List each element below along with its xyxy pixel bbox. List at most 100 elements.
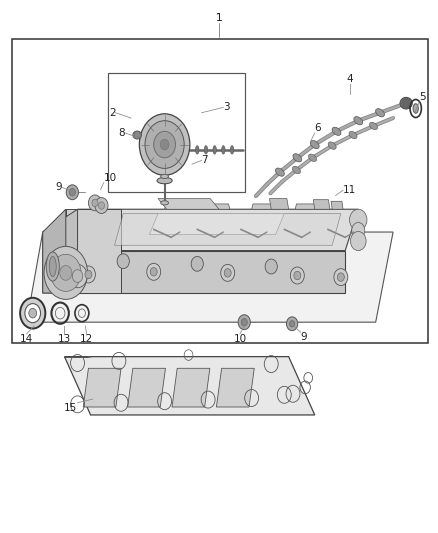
Ellipse shape <box>29 309 37 318</box>
Polygon shape <box>313 200 330 209</box>
Polygon shape <box>66 209 121 293</box>
Circle shape <box>134 131 140 139</box>
Polygon shape <box>43 209 66 293</box>
Circle shape <box>72 270 83 282</box>
Circle shape <box>139 114 190 175</box>
Text: 2: 2 <box>109 108 116 118</box>
Ellipse shape <box>161 201 169 205</box>
Ellipse shape <box>400 98 412 109</box>
Text: 10: 10 <box>104 173 117 183</box>
Polygon shape <box>27 232 393 322</box>
Text: 9: 9 <box>301 332 307 342</box>
Circle shape <box>88 195 102 211</box>
Circle shape <box>350 209 367 230</box>
Polygon shape <box>216 368 254 407</box>
Polygon shape <box>208 204 230 209</box>
Ellipse shape <box>49 256 56 277</box>
Circle shape <box>350 231 366 251</box>
Ellipse shape <box>157 177 172 184</box>
Polygon shape <box>165 204 186 209</box>
Circle shape <box>241 318 247 326</box>
Ellipse shape <box>204 146 208 154</box>
Text: 6: 6 <box>315 123 321 133</box>
Circle shape <box>160 139 169 150</box>
Circle shape <box>99 202 105 209</box>
Text: 4: 4 <box>346 74 353 84</box>
Circle shape <box>66 185 78 200</box>
Circle shape <box>69 189 75 196</box>
Ellipse shape <box>308 154 317 161</box>
Ellipse shape <box>328 142 336 149</box>
Ellipse shape <box>213 146 216 154</box>
Ellipse shape <box>293 154 302 162</box>
Text: 8: 8 <box>118 128 125 138</box>
Ellipse shape <box>230 146 234 154</box>
Polygon shape <box>149 214 284 235</box>
Circle shape <box>85 270 92 279</box>
Text: 3: 3 <box>223 102 230 112</box>
Circle shape <box>352 222 365 238</box>
Text: 13: 13 <box>58 334 71 344</box>
Ellipse shape <box>370 122 378 130</box>
Circle shape <box>95 198 108 214</box>
Text: 10: 10 <box>233 334 247 344</box>
Circle shape <box>60 265 72 280</box>
Polygon shape <box>66 251 345 293</box>
Text: 7: 7 <box>201 156 208 165</box>
Ellipse shape <box>413 104 418 114</box>
Polygon shape <box>295 204 317 209</box>
Circle shape <box>117 254 129 269</box>
Circle shape <box>286 317 298 330</box>
Circle shape <box>294 271 301 280</box>
Circle shape <box>154 131 176 158</box>
Polygon shape <box>252 204 273 209</box>
Circle shape <box>221 264 235 281</box>
Ellipse shape <box>222 146 225 154</box>
Circle shape <box>238 315 251 329</box>
Circle shape <box>290 267 304 284</box>
Polygon shape <box>331 201 343 209</box>
Ellipse shape <box>293 166 300 174</box>
Circle shape <box>150 268 157 276</box>
Circle shape <box>145 120 184 168</box>
Circle shape <box>402 98 410 109</box>
Ellipse shape <box>354 117 363 125</box>
Ellipse shape <box>332 127 341 135</box>
Circle shape <box>224 269 231 277</box>
Bar <box>108 73 245 192</box>
Polygon shape <box>127 368 166 407</box>
Ellipse shape <box>161 174 169 179</box>
Polygon shape <box>66 209 358 251</box>
Text: 15: 15 <box>64 403 78 413</box>
Ellipse shape <box>133 131 141 139</box>
Circle shape <box>334 269 348 286</box>
Ellipse shape <box>349 131 357 139</box>
Ellipse shape <box>20 298 46 328</box>
Ellipse shape <box>376 109 385 117</box>
Ellipse shape <box>46 252 59 281</box>
Ellipse shape <box>195 146 199 154</box>
Text: 14: 14 <box>20 334 33 344</box>
Polygon shape <box>43 209 78 293</box>
Circle shape <box>290 320 295 327</box>
Circle shape <box>265 259 277 274</box>
Text: 9: 9 <box>56 182 62 192</box>
Circle shape <box>68 264 87 288</box>
Circle shape <box>147 263 161 280</box>
Bar <box>12 38 428 343</box>
Circle shape <box>50 254 81 292</box>
Ellipse shape <box>25 304 41 322</box>
Polygon shape <box>158 199 219 209</box>
Text: 1: 1 <box>215 13 223 22</box>
Circle shape <box>81 266 95 283</box>
Polygon shape <box>83 368 121 407</box>
Polygon shape <box>269 199 289 209</box>
Text: 12: 12 <box>80 334 93 344</box>
Polygon shape <box>172 368 210 407</box>
Circle shape <box>191 256 203 271</box>
Circle shape <box>44 246 88 300</box>
Text: 1: 1 <box>215 13 223 22</box>
Circle shape <box>92 199 98 207</box>
Polygon shape <box>115 214 341 245</box>
Text: 5: 5 <box>419 92 426 102</box>
